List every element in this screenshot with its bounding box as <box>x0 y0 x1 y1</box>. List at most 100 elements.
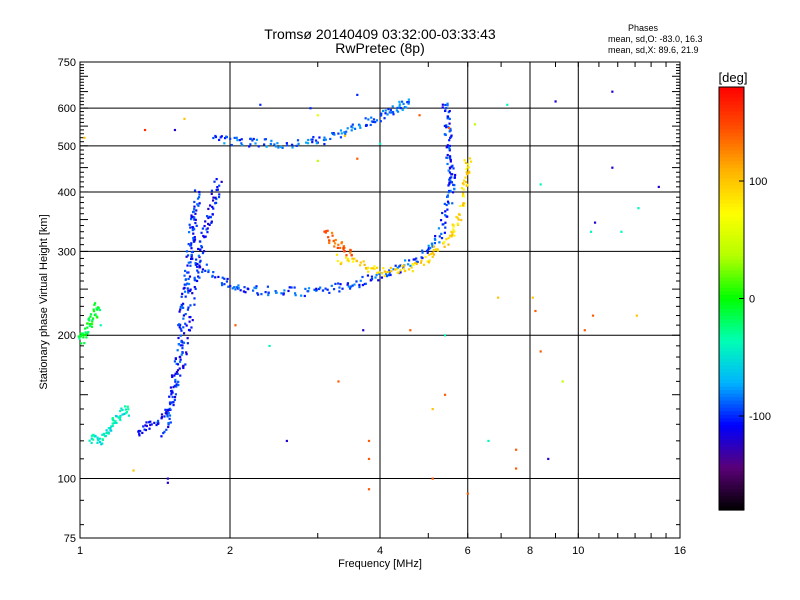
trace-point <box>174 393 178 396</box>
colorbar-segment <box>719 323 744 328</box>
trace-point <box>184 363 187 366</box>
trace-point <box>394 264 397 267</box>
trace-point <box>315 289 318 292</box>
trace-point <box>127 414 131 417</box>
trace-point <box>96 441 99 444</box>
trace-point <box>377 279 380 282</box>
trace-point <box>447 184 450 187</box>
trace-point <box>391 105 394 108</box>
trace-point <box>419 261 423 264</box>
trace-point <box>425 249 429 252</box>
trace-point <box>200 246 204 249</box>
trace-point <box>277 146 280 149</box>
trace-point <box>168 417 171 420</box>
trace-point <box>190 255 193 258</box>
trace-point <box>204 269 207 272</box>
trace-point <box>370 120 374 123</box>
trace-point <box>185 351 188 354</box>
trace-point <box>411 270 414 273</box>
trace-point <box>176 380 180 384</box>
trace-point <box>412 263 415 266</box>
scatter-point <box>591 314 595 317</box>
trace-point <box>370 275 374 278</box>
trace-point <box>255 138 259 141</box>
x-tick-label: 2 <box>227 545 233 557</box>
trace-point <box>350 254 353 257</box>
trace-point <box>90 325 94 328</box>
trace-point <box>367 270 370 273</box>
trace-point <box>121 413 124 416</box>
scatter-point <box>183 117 186 120</box>
trace-point <box>96 306 100 309</box>
trace-point <box>186 337 189 340</box>
colorbar-segment <box>719 302 744 307</box>
colorbar-segment <box>719 196 744 201</box>
trace-point <box>179 355 182 358</box>
trace-point <box>367 118 370 121</box>
trace-point <box>311 141 314 144</box>
trace-point <box>358 285 361 289</box>
colorbar-segment <box>719 228 744 233</box>
trace-point <box>203 224 206 228</box>
trace-point <box>452 225 455 228</box>
trace-point <box>180 353 183 356</box>
trace-point <box>355 259 358 262</box>
colorbar-segment <box>719 361 744 367</box>
trace-point <box>449 157 452 160</box>
trace-point <box>400 264 404 268</box>
trace-point <box>190 242 193 245</box>
scatter-point <box>234 324 237 327</box>
trace-point <box>465 171 468 174</box>
trace-point <box>373 265 376 268</box>
trace-point <box>193 276 196 279</box>
trace-point <box>332 240 335 243</box>
trace-point <box>398 103 401 106</box>
trace-point <box>467 166 470 169</box>
trace-point <box>187 261 190 264</box>
colorbar-segment <box>719 411 744 416</box>
trace-point <box>249 143 252 146</box>
trace-point <box>290 286 293 289</box>
scatter-point <box>316 114 319 117</box>
trace-point <box>198 255 201 259</box>
colorbar-segment <box>719 506 744 511</box>
scatter-point <box>620 230 623 233</box>
colorbar-segment <box>719 249 744 254</box>
trace-point <box>336 246 339 250</box>
colorbar-segment <box>719 125 744 130</box>
trace-point <box>439 219 443 222</box>
trace-point <box>359 279 362 282</box>
trace-point <box>445 238 448 241</box>
trace-point <box>205 263 208 266</box>
trace-point <box>178 326 181 329</box>
trace-point <box>196 269 199 272</box>
colorbar-segment <box>719 182 744 187</box>
trace-point <box>147 421 151 424</box>
trace-point <box>427 247 430 250</box>
colorbar-segment <box>719 467 744 472</box>
trace-point <box>332 132 335 136</box>
trace-point <box>193 303 196 306</box>
trace-point <box>198 261 202 264</box>
trace-point <box>177 336 180 340</box>
trace-point <box>189 288 192 291</box>
trace-point <box>113 421 116 425</box>
trace-point <box>82 336 85 339</box>
trace-point <box>195 265 199 268</box>
trace-point <box>198 266 201 269</box>
colorbar-segment <box>719 245 744 250</box>
colorbar-segment <box>719 291 744 296</box>
trace-point <box>399 271 402 274</box>
trace-point <box>156 421 159 424</box>
trace-point <box>91 434 94 437</box>
colorbar-segment <box>719 358 744 363</box>
trace-point <box>450 181 454 184</box>
trace-point <box>451 191 455 194</box>
trace-point <box>194 218 197 221</box>
trace-point <box>201 270 204 274</box>
trace-point <box>358 283 361 287</box>
trace-point <box>376 271 379 274</box>
trace-point <box>255 286 258 290</box>
stats-line-x: mean, sd,X: 89.6, 21.9 <box>608 45 699 55</box>
